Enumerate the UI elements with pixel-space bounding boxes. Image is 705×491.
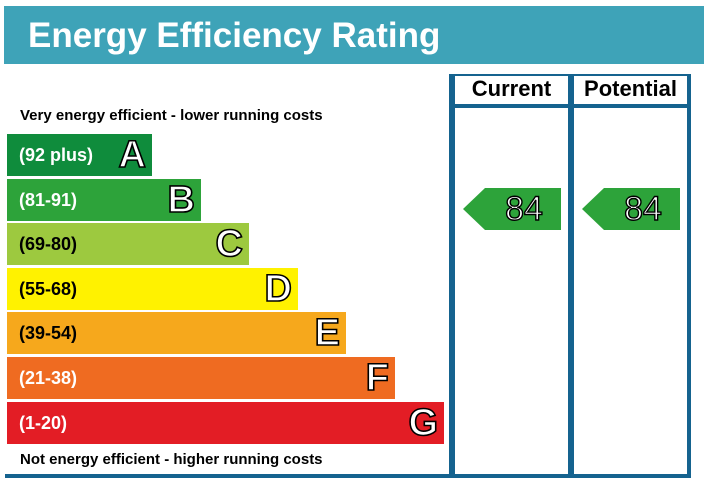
band-c: (69-80) C <box>7 223 249 265</box>
potential-rating-arrow <box>582 188 680 230</box>
chart-title: Energy Efficiency Rating <box>28 16 441 55</box>
band-f: (21-38) F <box>7 357 395 399</box>
frame-bottom-line <box>5 474 691 478</box>
band-e: (39-54) E <box>7 312 346 354</box>
current-rating-value: 84 <box>504 189 543 228</box>
band-d-range: (55-68) <box>19 279 78 299</box>
band-d-letter: D <box>264 268 293 310</box>
potential-rating-value: 84 <box>623 189 662 228</box>
band-g: (1-20) G <box>7 402 444 444</box>
band-f-letter: F <box>365 357 390 399</box>
frame-middle-divider <box>568 74 574 478</box>
band-g-range: (1-20) <box>19 413 68 433</box>
band-b: (81-91) B <box>7 179 201 221</box>
band-f-range: (21-38) <box>19 368 78 388</box>
potential-rating: 84 <box>582 188 680 230</box>
inefficient-note: Not energy efficient - higher running co… <box>20 451 323 468</box>
band-c-range: (69-80) <box>19 234 78 254</box>
efficient-note: Very energy efficient - lower running co… <box>20 107 323 124</box>
band-e-range: (39-54) <box>19 323 78 343</box>
band-c-letter: C <box>215 223 244 265</box>
frame-right-border <box>687 74 691 478</box>
band-b-range: (81-91) <box>19 190 78 210</box>
potential-column-header: Potential <box>584 76 677 101</box>
band-b-letter: B <box>167 179 196 221</box>
potential-rating-arrow-shape <box>582 188 680 230</box>
current-rating-arrow-shape <box>463 188 561 230</box>
header-bar: Energy Efficiency Rating <box>4 6 704 64</box>
frame-left-border <box>449 74 455 478</box>
band-g-letter: G <box>408 402 439 444</box>
current-rating-arrow <box>463 188 561 230</box>
current-rating: 84 <box>463 188 561 230</box>
band-e-letter: E <box>314 312 341 354</box>
band-d: (55-68) D <box>7 268 298 310</box>
band-a-letter: A <box>118 134 147 176</box>
current-column-header: Current <box>471 76 552 101</box>
band-a-range: (92 plus) <box>19 145 94 165</box>
band-a: (92 plus) A <box>7 134 152 176</box>
